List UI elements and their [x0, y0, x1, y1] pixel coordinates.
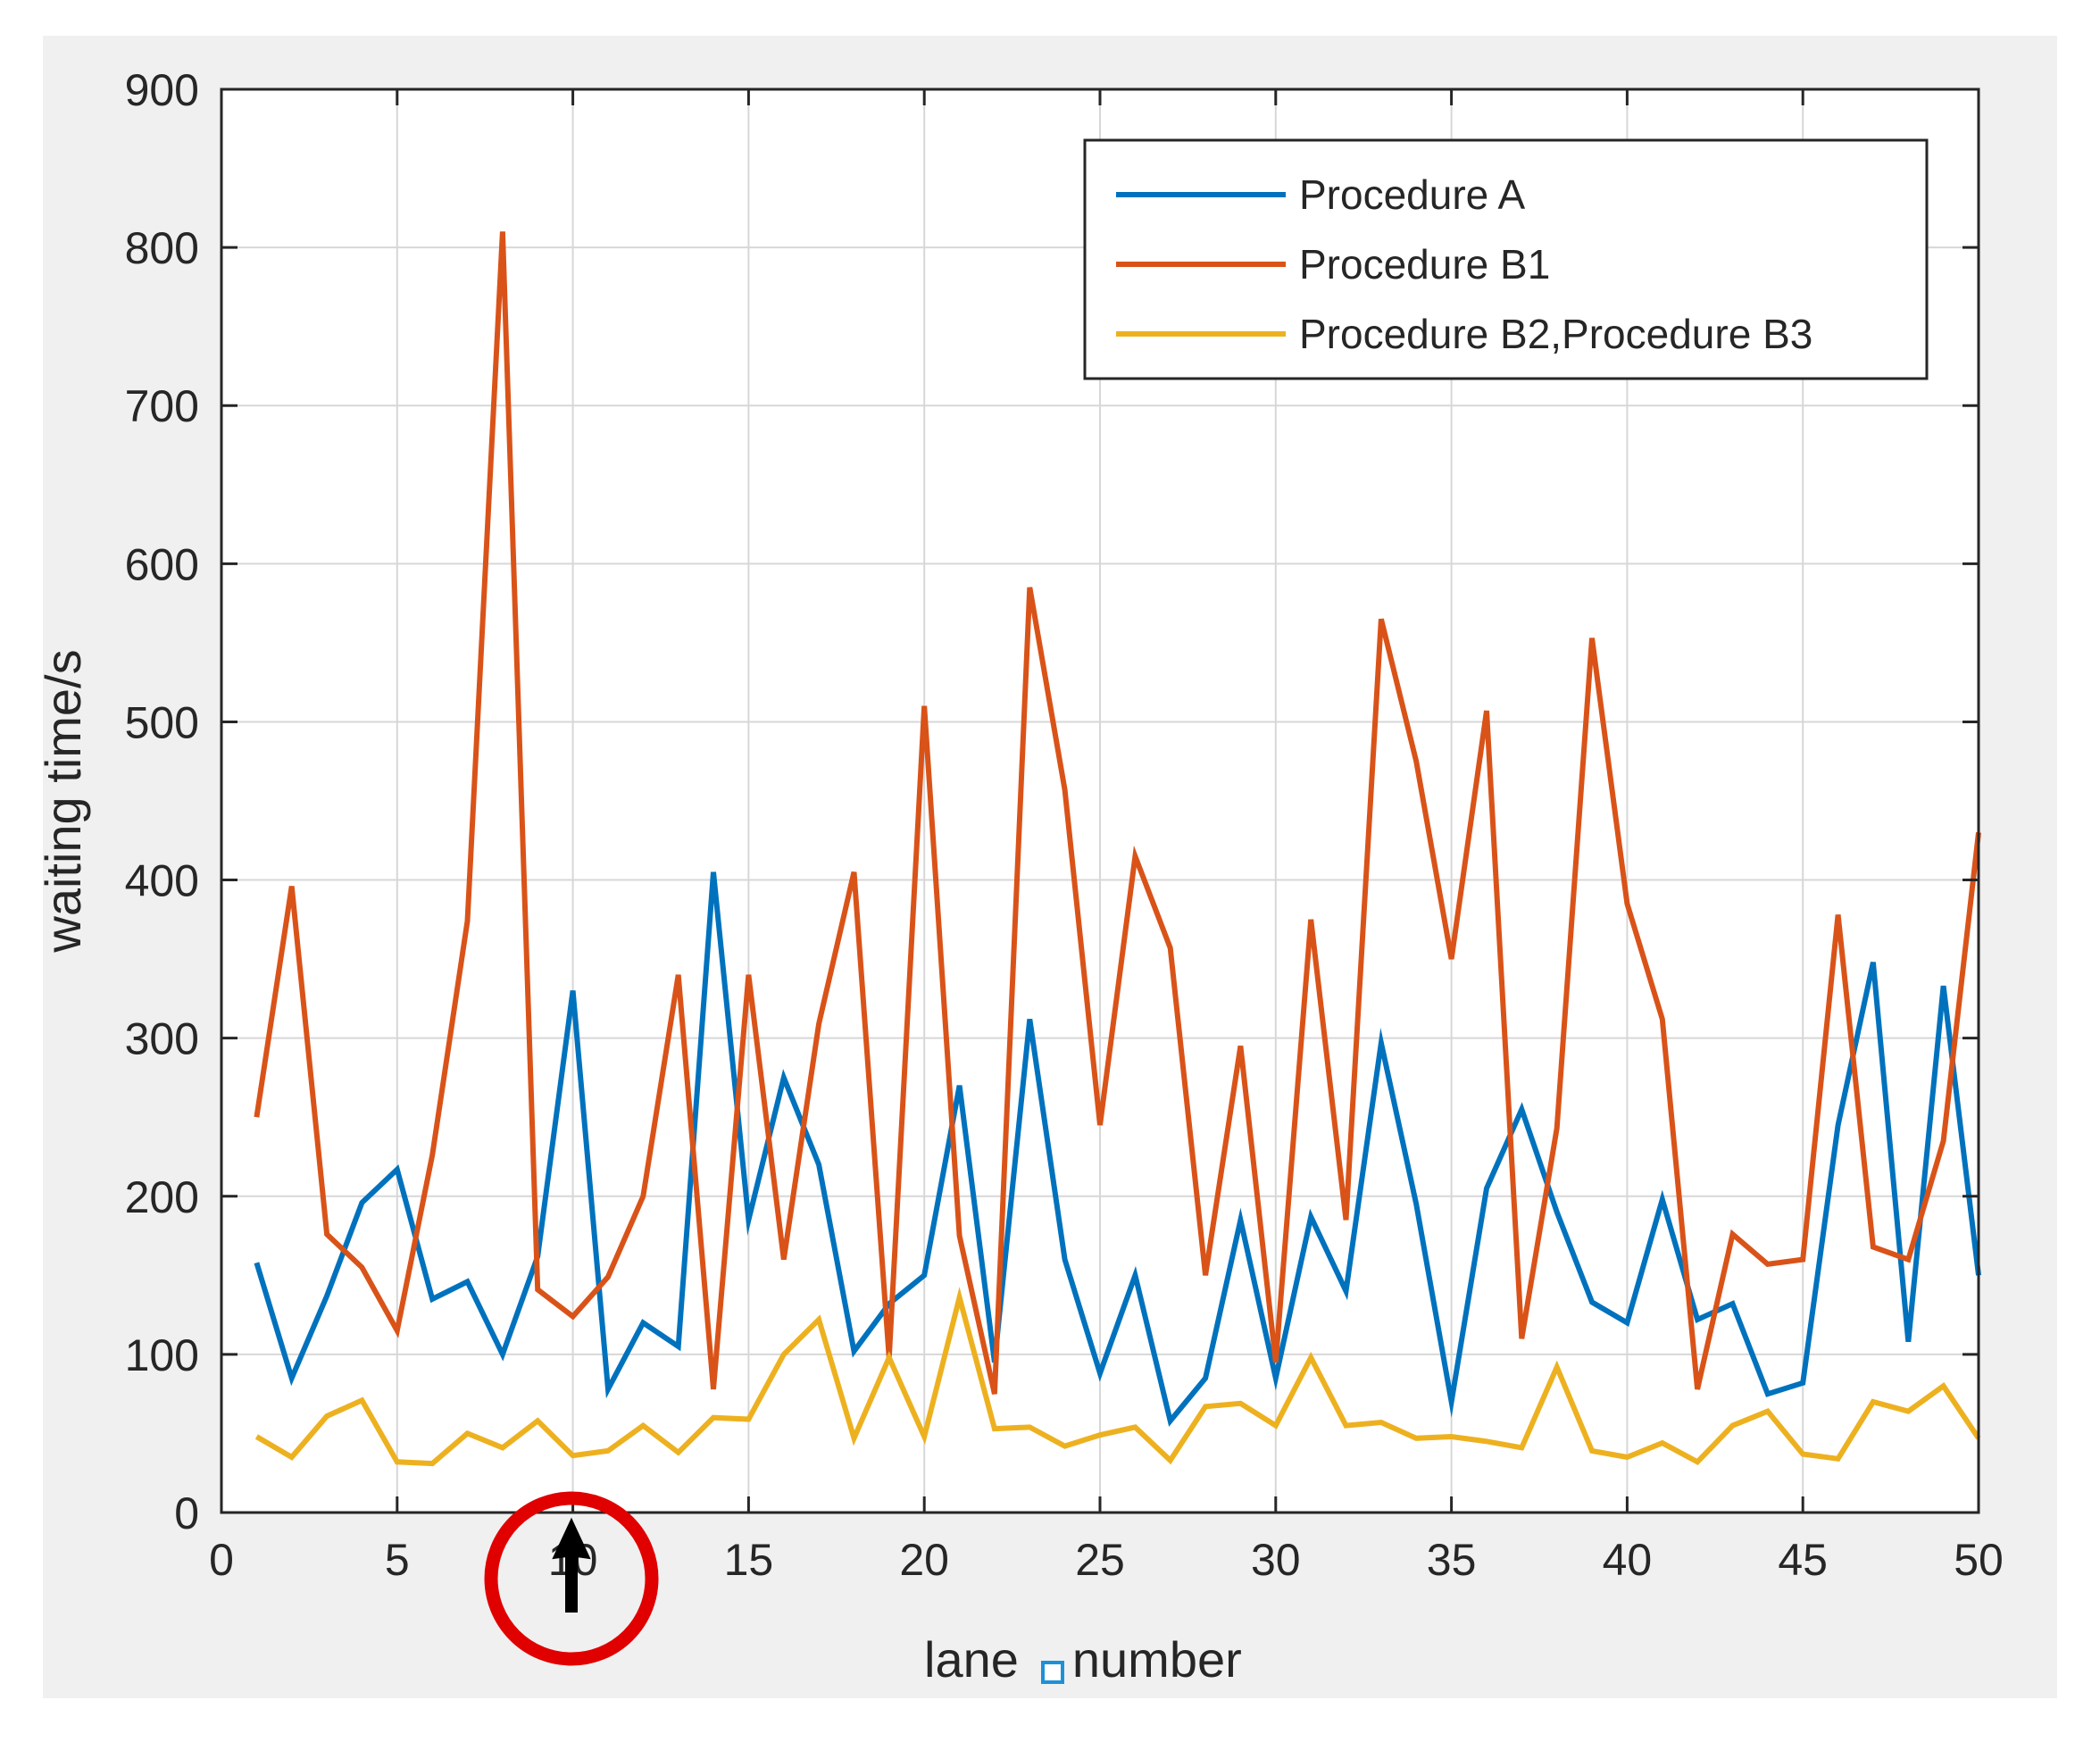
- x-tick-label: 50: [1954, 1535, 2004, 1585]
- y-tick-label: 500: [125, 697, 199, 747]
- series-line-2: [254, 231, 1981, 1395]
- legend-label-procedure-a: Procedure A: [1299, 171, 1525, 218]
- x-tick-label: 40: [1603, 1535, 1653, 1585]
- x-tick-label: 30: [1251, 1535, 1301, 1585]
- x-axis-label: lane number: [924, 1631, 1242, 1688]
- cursor-annotation: [484, 1491, 659, 1666]
- legend-label-procedure-b2-b3: Procedure B2,Procedure B3: [1299, 311, 1812, 357]
- y-tick-label: 200: [125, 1172, 199, 1222]
- x-tick-label: 25: [1075, 1535, 1125, 1585]
- x-tick-label: 0: [209, 1535, 234, 1585]
- x-tick-label: 45: [1778, 1535, 1828, 1585]
- series-line-3: [254, 1287, 1981, 1467]
- y-tick-label: 300: [125, 1014, 199, 1064]
- text-cursor-marker: [1041, 1661, 1064, 1684]
- ticks: 0510152025303540455001002003004005006007…: [125, 65, 2004, 1585]
- y-tick-label: 600: [125, 539, 199, 589]
- y-tick-label: 800: [125, 223, 199, 273]
- legend-box: [1083, 138, 1929, 380]
- highlight-circle: [484, 1491, 659, 1666]
- y-tick-label: 700: [125, 381, 199, 431]
- y-tick-label: 900: [125, 65, 199, 115]
- legend-label-procedure-b1: Procedure B1: [1299, 241, 1550, 288]
- x-tick-label: 5: [385, 1535, 410, 1585]
- legend: Procedure A Procedure B1 Procedure B2,Pr…: [1083, 138, 1929, 380]
- y-tick-label: 100: [125, 1330, 199, 1380]
- x-tick-label: 15: [724, 1535, 774, 1585]
- y-tick-label: 400: [125, 856, 199, 906]
- series-layer: [254, 231, 1981, 1467]
- x-tick-label: 35: [1427, 1535, 1477, 1585]
- arrow-cursor-icon: [552, 1517, 591, 1613]
- x-tick-label: 20: [899, 1535, 949, 1585]
- y-axis-label: waiting time/s: [35, 649, 91, 953]
- y-tick-label: 0: [174, 1488, 199, 1538]
